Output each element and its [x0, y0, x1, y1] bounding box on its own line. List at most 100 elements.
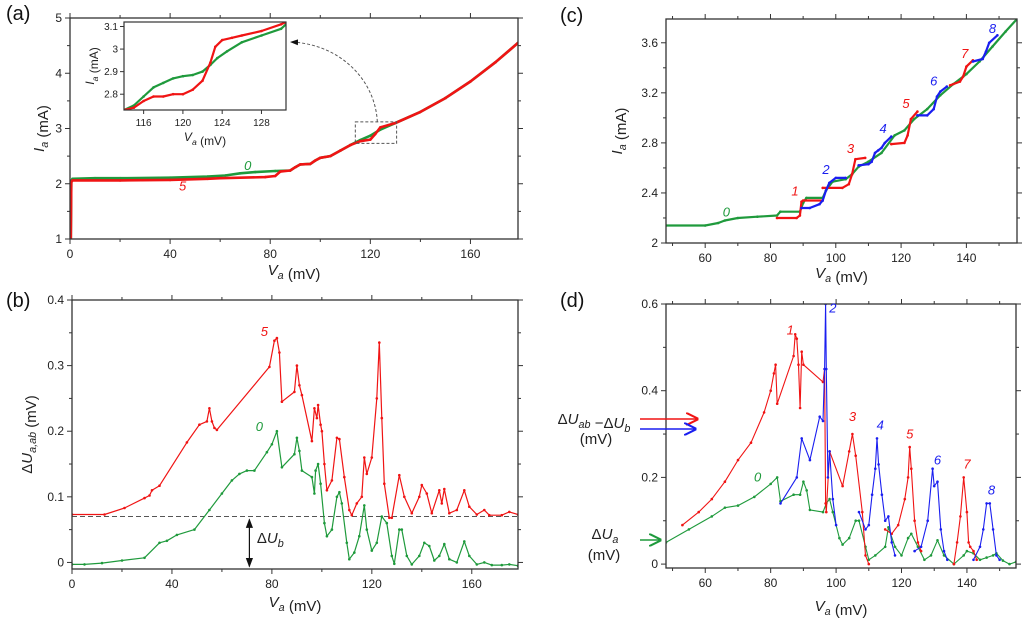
- series-0-point: [323, 521, 326, 525]
- zoom-box: [354, 121, 398, 144]
- series-5-point: [343, 475, 346, 479]
- series-even-point: [991, 528, 995, 531]
- series-even-point: [998, 558, 1001, 562]
- series-even-point: [890, 135, 893, 138]
- series-even-point: [939, 528, 943, 531]
- inset-y-tick-label: 2.9: [104, 67, 118, 78]
- y-label-lower: ΔUa: [592, 526, 619, 546]
- series-0-point: [230, 479, 234, 482]
- series-5-point: [275, 336, 279, 340]
- series-odd-point: [772, 372, 776, 375]
- label-subscript: b: [624, 423, 630, 435]
- series-5-point: [430, 511, 434, 515]
- series-0-point: [316, 462, 320, 466]
- series-0-point: [779, 210, 782, 213]
- y-label-upper: ΔUab −ΔUb: [558, 411, 631, 435]
- series-even-point: [935, 95, 939, 98]
- x-axis-label: Va (mV): [815, 265, 868, 286]
- series-odd-point: [749, 441, 753, 445]
- series-0-point: [118, 176, 122, 180]
- series-5-point: [383, 482, 386, 486]
- series-5-point: [152, 95, 155, 98]
- series-0-point: [490, 563, 494, 567]
- series-even-point: [870, 493, 874, 497]
- series-even-point: [890, 541, 893, 544]
- series-odd-point: [896, 523, 900, 527]
- series-5-point: [218, 176, 222, 180]
- series-5-point: [463, 489, 466, 492]
- series-0-point: [168, 176, 172, 179]
- series-5-point: [475, 513, 479, 516]
- series-even-point: [875, 437, 879, 440]
- series-0-point: [208, 508, 211, 512]
- series-odd-point: [681, 523, 684, 527]
- x-tick-label: 0: [69, 577, 76, 591]
- curve-label-0: 0: [754, 470, 762, 485]
- series-odd-point: [863, 156, 867, 160]
- series-odd-point: [824, 502, 827, 505]
- series-5-point: [494, 60, 497, 64]
- x-tick-label: 120: [891, 251, 911, 265]
- series-5-point: [220, 38, 224, 42]
- label-delta: Δ: [19, 464, 36, 474]
- label-text: (mA): [87, 47, 101, 76]
- series-5-point: [315, 416, 319, 420]
- series-5-point: [323, 462, 326, 466]
- series-0-point: [716, 221, 720, 225]
- series-5-point: [320, 429, 324, 433]
- series-odd-point: [802, 363, 805, 367]
- series-even-point: [982, 528, 985, 531]
- series-even-point: [988, 502, 992, 505]
- series-5-point: [206, 177, 209, 181]
- series-even-point: [818, 415, 821, 419]
- series-5-point: [455, 508, 459, 512]
- series-5-point: [319, 423, 322, 427]
- series-odd-point: [847, 182, 851, 186]
- label-symbol: U: [568, 411, 579, 428]
- series-5-point: [374, 132, 377, 136]
- series-even-point: [800, 206, 803, 210]
- series-0-point: [300, 469, 304, 472]
- series-even-point: [919, 545, 923, 549]
- y-tick-label: 1: [55, 232, 62, 246]
- series-5-point: [329, 154, 332, 158]
- series-5-point: [142, 99, 145, 103]
- series-0-point: [152, 86, 155, 89]
- series-5-point: [444, 96, 447, 100]
- y-tick-label: 0: [57, 555, 64, 569]
- series-5-point: [348, 508, 351, 512]
- curve-label-6: 6: [930, 73, 938, 88]
- inset-plot: 116 120 124 128 2.8 2.9 3 3.1 Va (mV) Ia (mA): [83, 21, 287, 148]
- x-tick-label: 100: [826, 576, 846, 590]
- series-5-point: [118, 179, 122, 182]
- series-5-point: [355, 502, 359, 505]
- label-subscript: a: [825, 606, 831, 618]
- series-0-point: [295, 436, 299, 440]
- series-0-point: [298, 449, 301, 453]
- series-0-point: [736, 216, 740, 220]
- series-5-point: [162, 95, 165, 98]
- inset-y-tick-label: 3: [112, 45, 118, 56]
- series-5-line: [72, 337, 518, 519]
- y-tick-label: 0.6: [641, 297, 658, 311]
- series-odd-point: [916, 541, 920, 544]
- series-even-point: [893, 554, 897, 557]
- series-0-point: [736, 504, 740, 507]
- series-0-point: [965, 549, 969, 553]
- series-5-point: [191, 88, 194, 91]
- series-even-point: [984, 50, 988, 53]
- series-odd-point: [959, 515, 962, 518]
- inset-frame: [123, 21, 287, 111]
- series-odd-point: [792, 354, 795, 358]
- series-0-point: [991, 554, 995, 557]
- series-odd-point: [910, 467, 913, 471]
- series-0-line: [124, 23, 286, 110]
- series-0-point: [910, 532, 913, 536]
- series-0-point: [375, 541, 379, 545]
- inset-y-tick-label: 2.8: [104, 90, 118, 101]
- series-odd-line: [949, 59, 974, 87]
- series-odd-point: [847, 450, 851, 453]
- series-even-line: [857, 135, 893, 167]
- series-5-point: [171, 92, 175, 96]
